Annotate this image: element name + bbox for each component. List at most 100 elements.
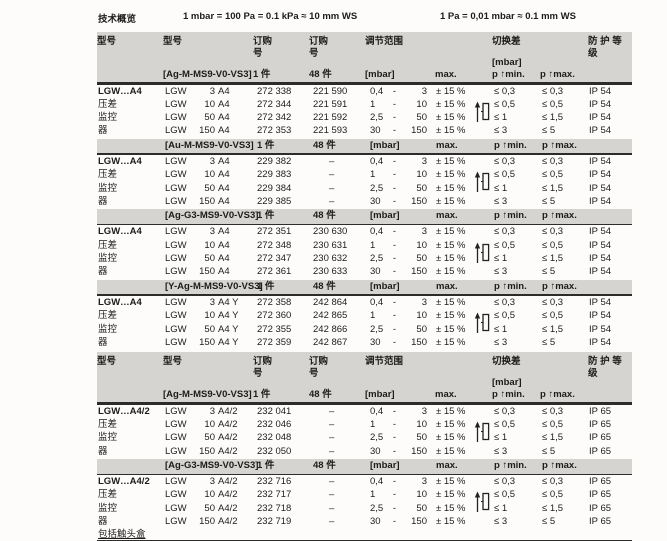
tolerance-cell: ± 15 % bbox=[436, 432, 466, 444]
col-switching-diff-subline1: [mbar] bbox=[492, 57, 522, 68]
col-order-1pc-line2: 号 bbox=[253, 367, 263, 379]
model-cell: LGW 3 A4 bbox=[163, 85, 253, 98]
protection-cell: IP 54 bbox=[589, 85, 612, 97]
order-48pc-cell: 242 866 bbox=[313, 323, 348, 335]
group-label: LGW…A4 压差 监控器 bbox=[97, 296, 163, 349]
model-size: 10 bbox=[204, 310, 215, 322]
model-cell: LGW 10 A4 bbox=[163, 239, 253, 252]
pmax-cell: ≤ 0,3 bbox=[542, 296, 564, 308]
pmax-cell: ≤ 1,5 bbox=[542, 112, 564, 124]
tolerance-cell: ± 15 % bbox=[436, 323, 466, 335]
model-prefix: LGW bbox=[165, 418, 187, 430]
model-cell: LGW 50 A4/2 bbox=[163, 502, 253, 515]
range-to: 3 bbox=[421, 405, 427, 417]
max-header: max. bbox=[436, 460, 458, 472]
tolerance-cell: ± 15 % bbox=[436, 405, 466, 417]
protection-cell: IP 54 bbox=[589, 266, 612, 278]
pmin-cell: ≤ 0,5 bbox=[494, 98, 516, 110]
range-from: 0,4 bbox=[370, 155, 384, 167]
group-series-label: LGW…A4 bbox=[98, 155, 142, 167]
tolerance-cell: ± 15 % bbox=[436, 266, 466, 278]
horizontal-rule bbox=[97, 82, 632, 85]
range-from: 0,4 bbox=[370, 85, 384, 97]
range-to: 10 bbox=[416, 239, 427, 251]
col-order-1pc-subline1: 1 件 bbox=[253, 388, 271, 400]
col-range-subline1: [mbar] bbox=[365, 68, 395, 80]
pmax-cell: ≤ 0,5 bbox=[542, 489, 564, 501]
model-cell: LGW 3 A4 bbox=[163, 225, 253, 238]
range-to: 10 bbox=[416, 418, 427, 430]
section-variant-band: [Au-M-MS9-V0-VS3] 1 件 48 件 [mbar] max. p ↑min… bbox=[97, 138, 632, 154]
protection-cell: IP 65 bbox=[589, 445, 612, 457]
protection-cell: IP 65 bbox=[589, 516, 612, 528]
col-range-line1: 调节范围 bbox=[365, 36, 404, 47]
col-max-subline1: max. bbox=[435, 388, 457, 400]
model-size: 10 bbox=[204, 489, 215, 501]
group-sublabel-3: 器 bbox=[98, 445, 108, 457]
order-48pc-cell: – bbox=[329, 489, 335, 501]
max-header: max. bbox=[436, 280, 458, 292]
range-dash: - bbox=[392, 182, 397, 194]
pressure-switch-icon bbox=[473, 405, 492, 458]
group-series-label: LGW…A4 bbox=[98, 296, 142, 308]
range-to: 3 bbox=[421, 155, 427, 167]
model-suffix: A4 Y bbox=[218, 336, 239, 348]
col-model-group-line1: 型号 bbox=[97, 36, 117, 47]
range-cell: 0,4- 3 bbox=[365, 155, 435, 168]
model-suffix: A4/2 bbox=[218, 489, 238, 501]
model-prefix: LGW bbox=[165, 310, 187, 322]
pmin-header: p ↑min. bbox=[494, 210, 527, 222]
order-1pc-cell: 272 359 bbox=[257, 336, 292, 348]
order-1pc-cell: 232 716 bbox=[257, 476, 292, 488]
section-variant-band: [Ag-G3-MS9-V0-VS3] 1 件 48 件 [mbar] max. p ↑mi… bbox=[97, 209, 632, 224]
range-from: 30 bbox=[370, 125, 381, 137]
pmin-cell: ≤ 0,3 bbox=[494, 296, 516, 308]
range-from: 2,5 bbox=[370, 502, 384, 514]
model-suffix: A4 bbox=[218, 182, 230, 194]
pmin-cell: ≤ 1 bbox=[494, 502, 508, 514]
model-suffix: A4 bbox=[218, 112, 230, 124]
range-dash: - bbox=[392, 253, 397, 265]
range-dash: - bbox=[392, 323, 397, 335]
model-size: 3 bbox=[209, 405, 215, 417]
range-from: 2,5 bbox=[370, 112, 384, 124]
model-cell: LGW 50 A4 bbox=[163, 182, 253, 195]
col-order-1pc-label: 订购号 bbox=[253, 356, 309, 379]
range-to: 3 bbox=[421, 476, 427, 488]
pmin-cell: ≤ 0,5 bbox=[494, 489, 516, 501]
group-sublabel-2: 监控 bbox=[98, 502, 118, 514]
col-model-group-line1: 型号 bbox=[97, 356, 117, 368]
group-sublabel-2: 监控 bbox=[98, 253, 118, 265]
range-dash: - bbox=[392, 85, 397, 97]
max-header: max. bbox=[436, 210, 458, 222]
group-sublabel-2: 监控 bbox=[98, 112, 118, 124]
model-suffix: A4/2 bbox=[218, 432, 238, 444]
range-dash: - bbox=[392, 516, 397, 528]
group-sublabel-1: 压差 bbox=[98, 418, 118, 430]
pmin-cell: ≤ 1 bbox=[494, 253, 508, 265]
range-from: 2,5 bbox=[370, 323, 384, 335]
col-order-1pc: 订购号 1 件 bbox=[253, 36, 309, 80]
range-to: 3 bbox=[421, 85, 427, 97]
range-from: 30 bbox=[370, 516, 381, 528]
model-suffix: A4 bbox=[218, 239, 230, 251]
col-order-48pc-label: 订购号 bbox=[309, 356, 365, 379]
tolerance-cell: ± 15 % bbox=[436, 155, 466, 167]
col-protection-label: 防 护 等级 bbox=[588, 36, 632, 59]
order-48pc-cell: 221 592 bbox=[313, 112, 348, 124]
tolerance-cell: ± 15 % bbox=[436, 418, 466, 430]
protection-cell: IP 65 bbox=[589, 489, 612, 501]
model-prefix: LGW bbox=[165, 266, 187, 278]
col-max-subheader: max. bbox=[435, 69, 473, 81]
qty-48pc-header: 48 件 bbox=[313, 280, 336, 292]
col-model-label: 型号 bbox=[163, 356, 253, 368]
model-prefix: LGW bbox=[165, 253, 187, 265]
model-prefix: LGW bbox=[165, 226, 187, 238]
model-suffix: A4 Y bbox=[218, 323, 239, 335]
range-to: 150 bbox=[411, 125, 427, 137]
group-sublabel-1: 压差 bbox=[98, 489, 118, 501]
range-dash: - bbox=[392, 502, 397, 514]
range-cell: 0,4- 3 bbox=[365, 296, 435, 309]
col-protection: 防 护 等级 bbox=[588, 356, 632, 400]
range-cell: 30- 150 bbox=[365, 195, 435, 208]
